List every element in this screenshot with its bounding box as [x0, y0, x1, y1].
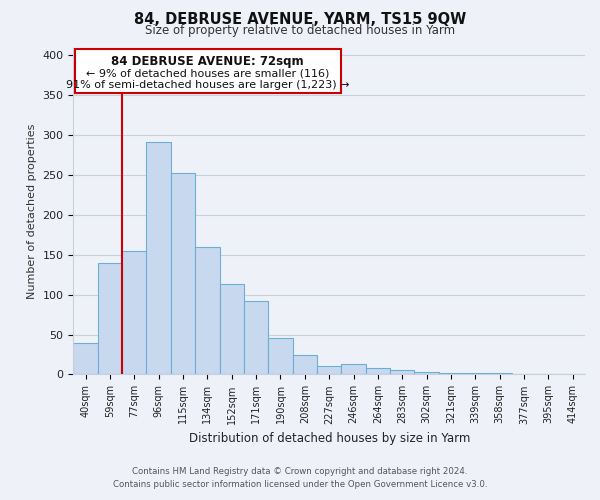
X-axis label: Distribution of detached houses by size in Yarm: Distribution of detached houses by size … [188, 432, 470, 445]
Bar [341, 364, 366, 374]
Bar [293, 354, 317, 374]
Bar [488, 373, 512, 374]
Text: 91% of semi-detached houses are larger (1,223) →: 91% of semi-detached houses are larger (… [65, 80, 349, 90]
Bar [146, 142, 171, 374]
Bar [244, 301, 268, 374]
Bar [463, 373, 488, 374]
Text: 84 DEBRUSE AVENUE: 72sqm: 84 DEBRUSE AVENUE: 72sqm [111, 56, 304, 68]
Bar [366, 368, 390, 374]
Bar [98, 263, 122, 374]
Bar [415, 372, 439, 374]
Text: Contains HM Land Registry data © Crown copyright and database right 2024.
Contai: Contains HM Land Registry data © Crown c… [113, 468, 487, 489]
Text: Size of property relative to detached houses in Yarm: Size of property relative to detached ho… [145, 24, 455, 37]
Bar [195, 247, 220, 374]
Bar [122, 251, 146, 374]
Bar [390, 370, 415, 374]
Bar [439, 373, 463, 374]
Y-axis label: Number of detached properties: Number of detached properties [27, 124, 37, 298]
Bar [73, 342, 98, 374]
Bar [317, 366, 341, 374]
Bar [268, 338, 293, 374]
FancyBboxPatch shape [74, 49, 341, 93]
Bar [171, 174, 195, 374]
Text: ← 9% of detached houses are smaller (116): ← 9% of detached houses are smaller (116… [86, 68, 329, 78]
Text: 84, DEBRUSE AVENUE, YARM, TS15 9QW: 84, DEBRUSE AVENUE, YARM, TS15 9QW [134, 12, 466, 28]
Bar [220, 284, 244, 374]
